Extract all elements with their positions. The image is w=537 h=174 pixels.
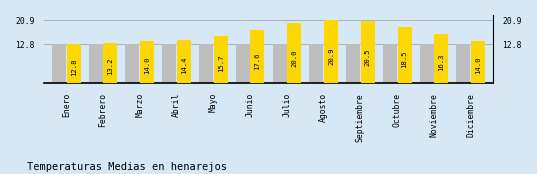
Bar: [309, 45, 323, 83]
Text: Temperaturas Medias en henarejos: Temperaturas Medias en henarejos: [27, 162, 227, 172]
Bar: [346, 45, 360, 83]
Text: 15.7: 15.7: [217, 54, 224, 72]
Bar: [199, 45, 213, 83]
Bar: [67, 45, 81, 83]
Bar: [104, 43, 118, 83]
Bar: [126, 45, 140, 83]
Bar: [456, 45, 470, 83]
Text: 13.2: 13.2: [107, 58, 113, 75]
Bar: [471, 41, 485, 83]
Bar: [162, 45, 176, 83]
Bar: [52, 45, 66, 83]
Bar: [324, 20, 338, 83]
Bar: [383, 45, 397, 83]
Bar: [419, 45, 433, 83]
Text: 17.6: 17.6: [255, 52, 260, 70]
Bar: [434, 34, 448, 83]
Text: 14.4: 14.4: [181, 56, 187, 74]
Bar: [273, 45, 287, 83]
Text: 20.9: 20.9: [328, 48, 334, 65]
Text: 16.3: 16.3: [438, 54, 444, 71]
Bar: [361, 21, 375, 83]
Bar: [250, 30, 264, 83]
Bar: [89, 45, 103, 83]
Text: 20.0: 20.0: [291, 49, 297, 66]
Text: 14.0: 14.0: [475, 57, 481, 74]
Bar: [214, 36, 228, 83]
Bar: [177, 40, 191, 83]
Bar: [236, 45, 250, 83]
Text: 14.0: 14.0: [144, 57, 150, 74]
Bar: [397, 27, 411, 83]
Bar: [140, 41, 154, 83]
Text: 18.5: 18.5: [402, 51, 408, 68]
Text: 20.5: 20.5: [365, 48, 371, 66]
Bar: [287, 23, 301, 83]
Text: 12.8: 12.8: [71, 58, 77, 76]
